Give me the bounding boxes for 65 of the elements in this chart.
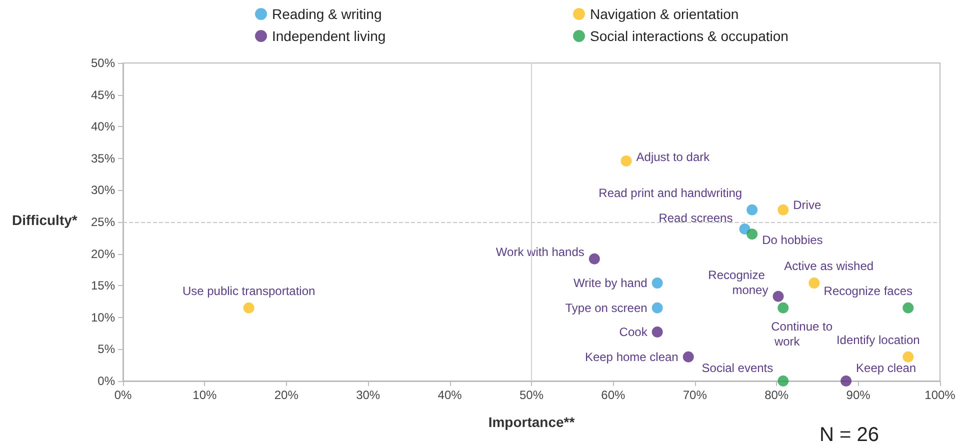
y-tick-label: 15% <box>90 278 116 293</box>
point <box>840 376 852 386</box>
y-tick-label: 50% <box>90 56 116 70</box>
annotation: Use public transportation <box>182 284 316 298</box>
y-tick-label: 40% <box>90 120 116 134</box>
point <box>808 278 820 289</box>
y-tick-label: 35% <box>90 151 116 166</box>
point <box>588 253 600 264</box>
y-tick-label: 45% <box>90 88 116 102</box>
text: N = 26 <box>820 424 879 446</box>
point <box>902 302 914 314</box>
point <box>746 204 758 216</box>
annotation: Social events <box>702 361 774 375</box>
legend-label: Social interactions & occupation <box>590 28 788 44</box>
point <box>652 302 663 314</box>
annotation: Write by hand <box>573 276 648 290</box>
point <box>652 278 663 289</box>
x-tick-label: 70% <box>682 388 708 402</box>
x-tick-label: 100% <box>924 388 956 402</box>
annotation: Identify location <box>836 332 920 347</box>
annotation: Work with hands <box>496 244 584 259</box>
legend-label: Navigation & orientation <box>590 6 739 22</box>
x-tick-label: 30% <box>356 388 380 402</box>
point <box>902 351 914 362</box>
annotation: Continue to work <box>771 319 833 348</box>
y-tick-label: 30% <box>90 183 116 198</box>
x-tick-label: 60% <box>601 388 626 402</box>
y-tick-label: 20% <box>90 246 116 261</box>
legend-label: Independent living <box>272 28 386 44</box>
x-tick-label: 20% <box>274 388 299 402</box>
point <box>778 376 789 386</box>
point <box>652 326 663 338</box>
annotation: Read print and handwriting <box>598 186 742 200</box>
point <box>739 224 750 234</box>
y-axis-title: Difficulty* <box>12 212 78 228</box>
annotation: Active as wished <box>784 259 874 274</box>
point <box>778 302 789 314</box>
y-tick-label: 5% <box>98 342 116 356</box>
x-tick-label: 10% <box>192 388 218 402</box>
x-tick-label: 40% <box>438 388 462 402</box>
point <box>778 204 789 216</box>
annotation: Recognize money <box>708 268 768 297</box>
x-tick-label: 80% <box>764 388 789 402</box>
x-axis-title: Importance** <box>488 414 576 430</box>
x-tick-label: 90% <box>846 388 871 402</box>
y-tick-label: 10% <box>90 310 116 324</box>
x-tick-label: 0% <box>114 388 132 402</box>
annotation: Keep home clean <box>584 350 678 364</box>
point <box>620 155 632 166</box>
legend-label: Reading & writing <box>272 6 382 22</box>
annotation: Cook <box>619 325 648 340</box>
annotation: Recognize faces <box>824 284 912 298</box>
x-tick-label: 50% <box>519 388 544 402</box>
y-tick-label: 25% <box>90 215 116 229</box>
point <box>682 351 694 362</box>
annotation: Do hobbies <box>762 233 823 248</box>
annotation: Adjust to dark <box>636 150 711 164</box>
y-tick-label: 0% <box>98 374 116 388</box>
annotation: Keep clean <box>856 361 916 375</box>
annotation: Type on screen <box>565 300 648 315</box>
point <box>746 228 758 240</box>
annotation: Read screens <box>658 210 733 225</box>
point <box>772 290 784 302</box>
point <box>243 302 254 314</box>
annotation: Drive <box>793 198 822 212</box>
